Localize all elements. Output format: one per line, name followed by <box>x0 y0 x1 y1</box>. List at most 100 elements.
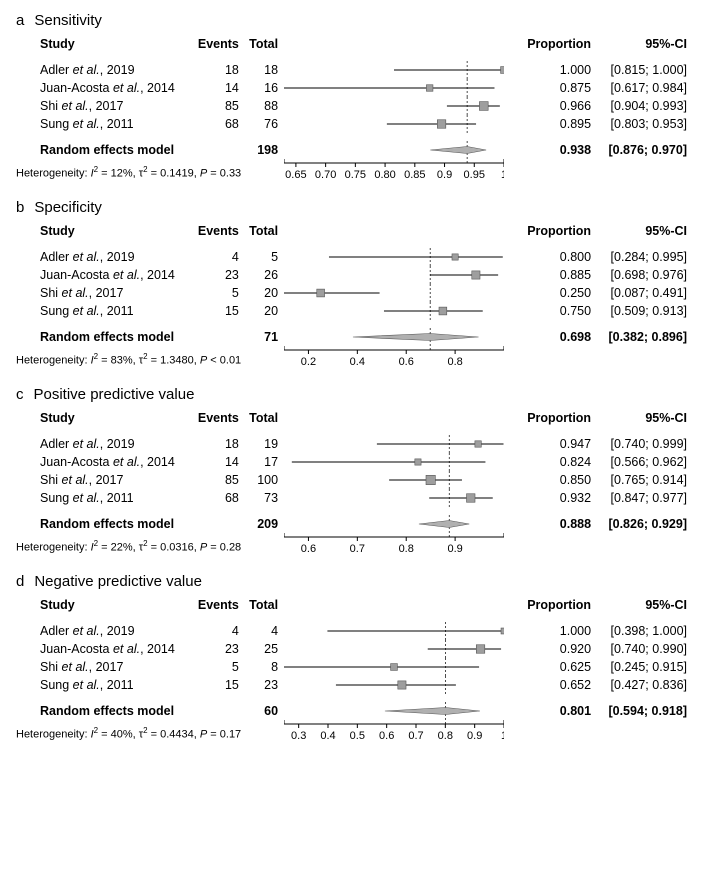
study-label: Adler et al., 2019 <box>16 435 195 453</box>
study-row: Sung et al., 2011 15 23 0.652 [0.427; 0.… <box>16 676 693 694</box>
study-proportion: 0.885 <box>504 266 597 284</box>
svg-text:0.6: 0.6 <box>379 730 394 742</box>
col-ci: 95%-CI <box>597 35 693 53</box>
forest-row-marker <box>284 435 504 453</box>
svg-text:0.7: 0.7 <box>350 543 365 555</box>
col-ci: 95%-CI <box>597 596 693 614</box>
study-events: 85 <box>195 97 245 115</box>
forest-summary-diamond <box>284 515 504 533</box>
svg-text:0.80: 0.80 <box>374 169 395 181</box>
study-total: 73 <box>245 489 284 507</box>
study-label: Juan-Acosta et al., 2014 <box>16 79 195 97</box>
study-total: 4 <box>245 622 284 640</box>
summary-row: Random effects model 198 0.938 [0.876; 0… <box>16 141 693 159</box>
heterogeneity-text: Heterogeneity: I2 = 12%, τ2 = 0.1419, P … <box>16 159 284 185</box>
col-events: Events <box>195 596 245 614</box>
study-ci: [0.245; 0.915] <box>597 658 693 676</box>
summary-row: Random effects model 209 0.888 [0.826; 0… <box>16 515 693 533</box>
forest-row-marker <box>284 61 504 79</box>
study-label: Adler et al., 2019 <box>16 61 195 79</box>
study-events: 5 <box>195 658 245 676</box>
study-total: 100 <box>245 471 284 489</box>
svg-text:0.7: 0.7 <box>408 730 423 742</box>
study-events: 15 <box>195 302 245 320</box>
study-total: 5 <box>245 248 284 266</box>
panel-a: aSensitivity Study Events Total Proporti… <box>16 12 693 185</box>
svg-text:0.6: 0.6 <box>399 356 414 368</box>
study-events: 18 <box>195 61 245 79</box>
study-ci: [0.087; 0.491] <box>597 284 693 302</box>
study-ci: [0.815; 1.000] <box>597 61 693 79</box>
col-proportion: Proportion <box>504 222 597 240</box>
col-ci: 95%-CI <box>597 409 693 427</box>
study-row: Sung et al., 2011 68 76 0.895 [0.803; 0.… <box>16 115 693 133</box>
study-row: Juan-Acosta et al., 2014 14 16 0.875 [0.… <box>16 79 693 97</box>
summary-total: 60 <box>245 702 284 720</box>
summary-proportion: 0.801 <box>504 702 597 720</box>
heterogeneity-text: Heterogeneity: I2 = 40%, τ2 = 0.4434, P … <box>16 720 284 746</box>
study-proportion: 0.250 <box>504 284 597 302</box>
study-total: 23 <box>245 676 284 694</box>
study-label: Juan-Acosta et al., 2014 <box>16 453 195 471</box>
study-ci: [0.904; 0.993] <box>597 97 693 115</box>
summary-ci: [0.382; 0.896] <box>597 328 693 346</box>
study-ci: [0.566; 0.962] <box>597 453 693 471</box>
summary-ci: [0.594; 0.918] <box>597 702 693 720</box>
svg-text:1: 1 <box>501 169 504 181</box>
svg-text:1: 1 <box>501 730 504 742</box>
forest-row-marker <box>284 97 504 115</box>
study-row: Sung et al., 2011 68 73 0.932 [0.847; 0.… <box>16 489 693 507</box>
study-label: Sung et al., 2011 <box>16 115 195 133</box>
svg-text:0.85: 0.85 <box>404 169 425 181</box>
summary-label: Random effects model <box>16 702 195 720</box>
svg-text:0.75: 0.75 <box>345 169 366 181</box>
svg-text:0.4: 0.4 <box>320 730 335 742</box>
study-events: 4 <box>195 248 245 266</box>
col-study: Study <box>16 409 195 427</box>
forest-summary-diamond <box>284 702 504 720</box>
study-events: 23 <box>195 266 245 284</box>
study-events: 23 <box>195 640 245 658</box>
svg-text:0.3: 0.3 <box>291 730 306 742</box>
forest-row-marker <box>284 248 504 266</box>
study-events: 4 <box>195 622 245 640</box>
study-row: Adler et al., 2019 4 4 1.000 [0.398; 1.0… <box>16 622 693 640</box>
forest-row-marker <box>284 622 504 640</box>
col-total: Total <box>245 35 284 53</box>
forest-row-marker <box>284 266 504 284</box>
svg-text:0.6: 0.6 <box>301 543 316 555</box>
study-label: Sung et al., 2011 <box>16 676 195 694</box>
study-label: Shi et al., 2017 <box>16 658 195 676</box>
svg-text:0.2: 0.2 <box>301 356 316 368</box>
study-proportion: 0.850 <box>504 471 597 489</box>
study-total: 20 <box>245 284 284 302</box>
forest-table: Study Events Total Proportion 95%-CI Adl… <box>16 35 693 185</box>
forest-table: Study Events Total Proportion 95%-CI Adl… <box>16 409 693 559</box>
study-ci: [0.847; 0.977] <box>597 489 693 507</box>
study-proportion: 0.750 <box>504 302 597 320</box>
study-proportion: 0.875 <box>504 79 597 97</box>
svg-text:0.9: 0.9 <box>437 169 452 181</box>
header-row: Study Events Total Proportion 95%-CI <box>16 35 693 53</box>
study-total: 8 <box>245 658 284 676</box>
panel-title: cPositive predictive value <box>16 386 693 403</box>
col-total: Total <box>245 409 284 427</box>
svg-text:0.8: 0.8 <box>399 543 414 555</box>
study-ci: [0.427; 0.836] <box>597 676 693 694</box>
study-ci: [0.398; 1.000] <box>597 622 693 640</box>
forest-row-marker <box>284 453 504 471</box>
study-ci: [0.765; 0.914] <box>597 471 693 489</box>
col-proportion: Proportion <box>504 409 597 427</box>
study-proportion: 0.920 <box>504 640 597 658</box>
forest-table: Study Events Total Proportion 95%-CI Adl… <box>16 222 693 372</box>
summary-row: Random effects model 60 0.801 [0.594; 0.… <box>16 702 693 720</box>
forest-row-marker <box>284 302 504 320</box>
panel-title: bSpecificity <box>16 199 693 216</box>
study-proportion: 0.932 <box>504 489 597 507</box>
study-events: 18 <box>195 435 245 453</box>
col-events: Events <box>195 409 245 427</box>
summary-label: Random effects model <box>16 328 195 346</box>
forest-summary-diamond <box>284 328 504 346</box>
study-events: 14 <box>195 453 245 471</box>
svg-text:0.70: 0.70 <box>315 169 336 181</box>
